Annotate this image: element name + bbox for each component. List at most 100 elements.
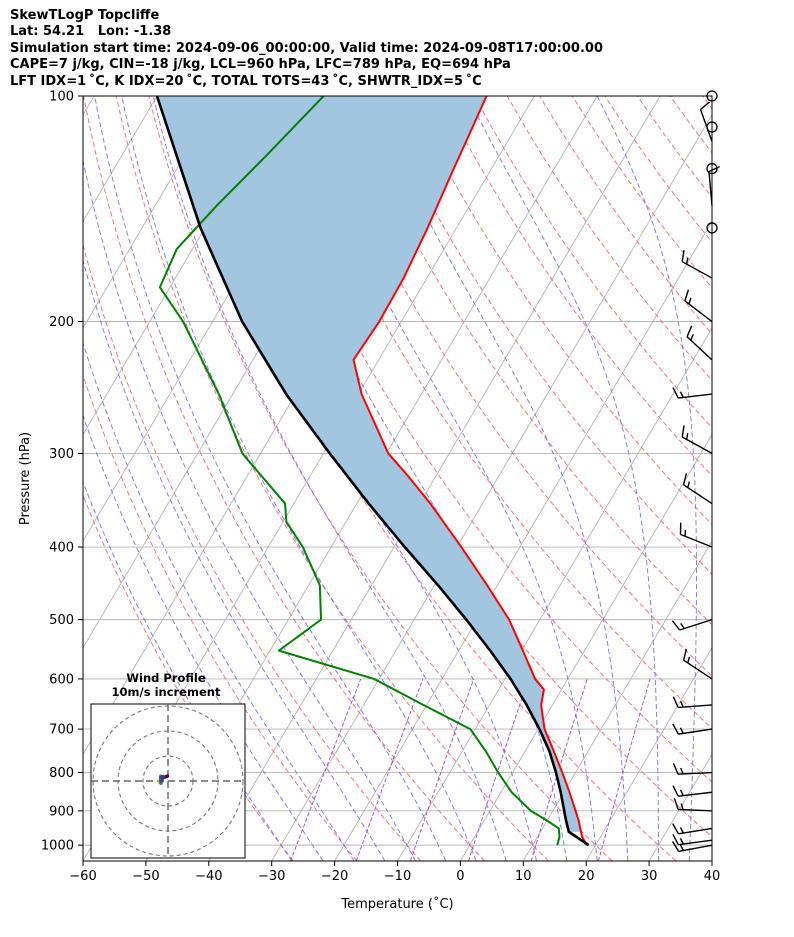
calm-wind-marker xyxy=(706,162,718,175)
x-tick-label: −30 xyxy=(258,869,285,884)
moist-adiabat xyxy=(94,96,447,861)
wind-barb-feather xyxy=(672,763,679,775)
isotherm-line xyxy=(711,860,712,861)
wind-barb-half-feather xyxy=(680,767,684,775)
y-tick-label: 600 xyxy=(49,672,74,687)
mixing-ratio-line xyxy=(468,678,529,861)
dewpoint-profile xyxy=(158,96,561,846)
wind-barb-staff xyxy=(684,300,713,323)
x-tick-label: −50 xyxy=(132,869,159,884)
x-tick-label: −60 xyxy=(69,869,96,884)
dry-adiabat xyxy=(539,96,712,335)
wind-barb-staff xyxy=(677,808,713,812)
wind-barb-staff xyxy=(699,109,713,142)
wind-barb-staff xyxy=(708,171,713,206)
isotherm-line xyxy=(648,753,712,861)
moist-adiabat xyxy=(190,96,538,861)
wind-barb-staff xyxy=(678,728,713,735)
dry-adiabat xyxy=(148,96,613,861)
calm-wind-marker xyxy=(706,222,718,234)
wind-barb-half-feather xyxy=(679,837,684,845)
wind-barb-feather xyxy=(672,833,679,845)
moist-adiabat xyxy=(83,341,355,861)
x-tick-label: 0 xyxy=(456,869,464,884)
isotherm-line xyxy=(585,646,712,861)
wind-barbs xyxy=(671,90,720,853)
moist-adiabat xyxy=(83,414,324,861)
x-tick-label: 20 xyxy=(578,869,595,884)
y-tick-label: 900 xyxy=(49,804,74,819)
wind-barb-half-feather xyxy=(680,803,684,810)
hodograph-subtitle: 10m/s increment xyxy=(112,685,221,699)
isotherm-line xyxy=(208,96,661,861)
mixing-ratio-line xyxy=(290,678,362,861)
dry-adiabat xyxy=(83,243,422,861)
wind-barb-half-feather xyxy=(680,622,685,629)
y-tick-label: 300 xyxy=(49,447,74,462)
wind-barb-staff xyxy=(686,336,713,361)
x-tick-label: 30 xyxy=(641,869,658,884)
wind-barb-feather xyxy=(686,325,693,337)
y-tick-label: 500 xyxy=(49,613,74,628)
wind-barb-staff xyxy=(681,436,713,455)
calm-wind-marker xyxy=(706,90,718,102)
wind-barb-half-feather xyxy=(679,827,684,834)
chart-title: SkewTLogP Topcliffe xyxy=(10,8,160,23)
parcel-profile xyxy=(155,96,590,847)
y-tick-label: 700 xyxy=(49,723,74,738)
wind-barb-half-feather xyxy=(690,334,694,341)
y-tick-label: 800 xyxy=(49,766,74,781)
wind-barb-feather xyxy=(684,289,690,302)
wind-barb-staff xyxy=(678,704,713,709)
dry-adiabat xyxy=(343,96,712,626)
moist-adiabat xyxy=(83,158,416,861)
y-tick-label: 1000 xyxy=(41,839,74,854)
mixing-ratio-line xyxy=(597,678,651,861)
wind-barb-feather xyxy=(672,840,680,852)
y-tick-label: 400 xyxy=(49,541,74,556)
wind-barb-staff xyxy=(678,844,713,853)
wind-barb-staff xyxy=(678,393,713,399)
temperature-profile xyxy=(352,96,588,846)
dry-adiabat xyxy=(245,96,712,783)
moist-adiabat xyxy=(751,96,794,861)
isotherm-line xyxy=(83,96,95,116)
wind-barb-half-feather xyxy=(687,656,691,664)
wind-barb-feather xyxy=(681,250,685,262)
wind-barb-half-feather xyxy=(679,844,685,851)
dry-adiabat xyxy=(441,96,712,477)
wind-barb-feather xyxy=(708,166,720,173)
x-axis-label: Temperature (˚C) xyxy=(340,896,453,912)
wind-barb-feather xyxy=(672,785,679,797)
wind-barb-staff xyxy=(683,484,713,505)
calm-wind-marker xyxy=(706,121,718,133)
dry-adiabat xyxy=(735,96,794,861)
hodograph-title: Wind Profile xyxy=(126,671,206,685)
moist-adiabat xyxy=(596,96,698,861)
wind-barb-staff xyxy=(678,791,713,797)
moist-adiabat xyxy=(467,96,660,861)
moist-adiabat xyxy=(121,96,477,861)
wind-barb-half-feather xyxy=(679,391,684,398)
moist-adiabat xyxy=(720,96,751,861)
isotherm-line xyxy=(271,113,712,861)
dry-adiabat xyxy=(115,96,549,861)
moist-adiabat xyxy=(83,258,386,861)
wind-barb-half-feather xyxy=(679,789,684,796)
dry-adiabat xyxy=(408,96,712,526)
chart-location: Lat: 54.21 Lon: -1.38 xyxy=(10,24,172,40)
wind-barb-half-feather xyxy=(688,297,692,305)
moist-adiabat xyxy=(368,96,629,861)
plot-area xyxy=(83,96,794,861)
dry-adiabat xyxy=(376,96,712,575)
chart-indices: CAPE=7 j/kg, CIN=-18 j/kg, LCL=960 hPa, … xyxy=(10,57,511,73)
mixing-ratio-line xyxy=(409,678,475,861)
wind-barb-staff xyxy=(679,618,713,631)
dry-adiabat xyxy=(180,96,677,861)
dry-adiabat xyxy=(669,96,712,154)
x-tick-label: 10 xyxy=(515,869,532,884)
wind-barb-half-feather xyxy=(685,433,689,440)
wind-barb-staff xyxy=(680,533,713,548)
